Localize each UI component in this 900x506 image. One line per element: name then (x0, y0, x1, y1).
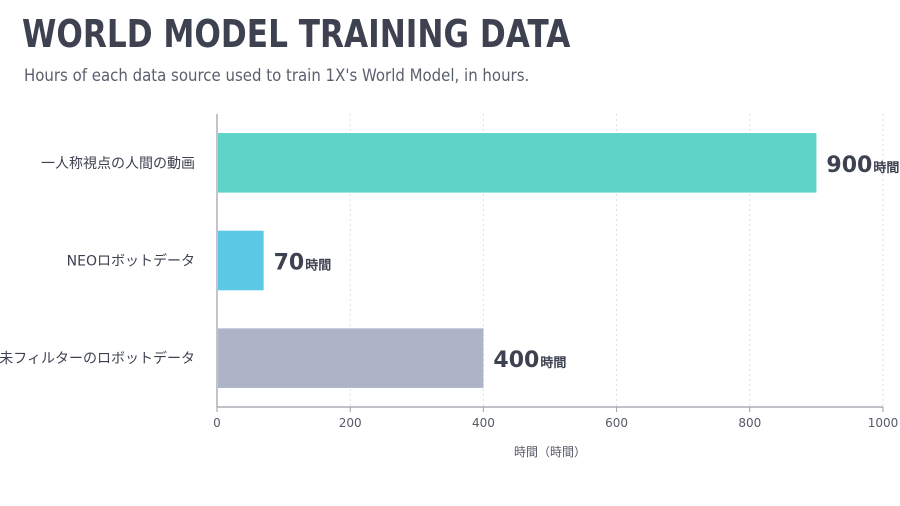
x-axis: 0 200 400 600 800 1000 (213, 114, 898, 430)
x-tick-label: 1000 (868, 416, 899, 430)
x-tick-label: 600 (605, 416, 628, 430)
category-label: 未フィルターのロボットデータ (0, 350, 195, 367)
data-label: 400時間 (493, 348, 566, 373)
x-axis-title: 時間（時間） (514, 445, 586, 459)
bar (218, 328, 484, 388)
x-tick-label: 400 (472, 416, 495, 430)
bar (218, 133, 817, 193)
x-tick-label: 0 (213, 416, 221, 430)
grid-lines (349, 114, 884, 407)
x-tick-label: 200 (339, 416, 362, 430)
chart-title: WORLD MODEL TRAINING DATA (22, 12, 571, 56)
data-label: 900時間 (826, 153, 899, 178)
bar (218, 230, 264, 291)
chart-subtitle: Hours of each data source used to train … (24, 66, 530, 86)
category-label: NEOロボットデータ (67, 253, 195, 270)
x-tick-label: 800 (738, 416, 761, 430)
bars (218, 133, 817, 388)
category-label: 一人称視点の人間の動画 (41, 156, 195, 172)
data-label: 70時間 (274, 251, 332, 276)
